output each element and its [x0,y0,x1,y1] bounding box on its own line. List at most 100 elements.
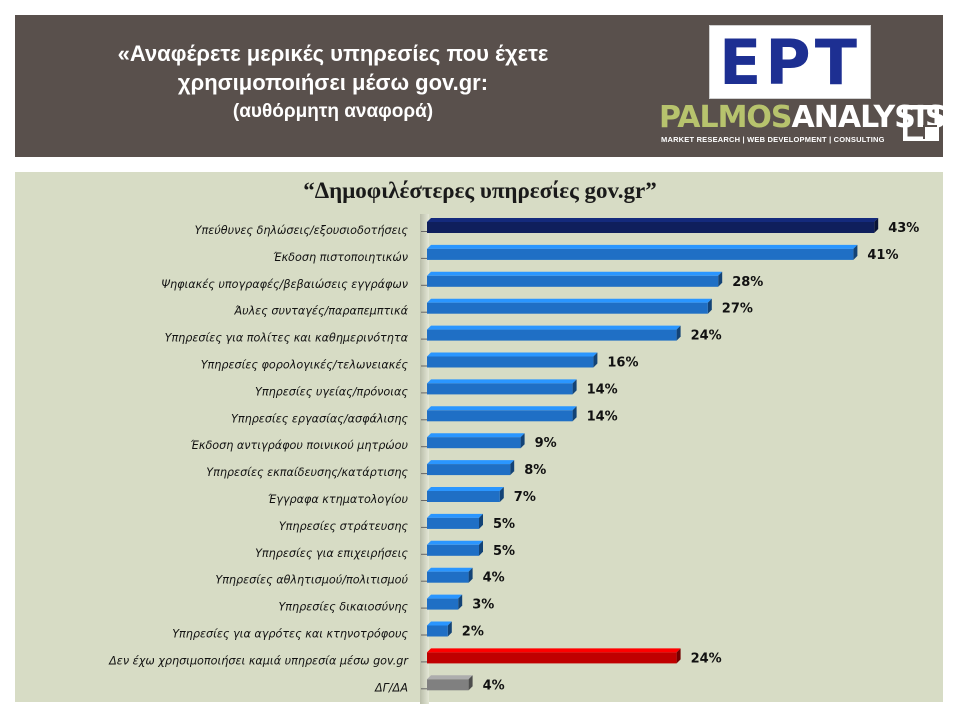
bar-top-face [427,244,858,249]
bar-top-face [427,567,473,572]
value-label: 24% [691,329,722,344]
bar-top-face [427,487,504,491]
bar [427,625,448,637]
bar-side-face [499,487,504,502]
category-label: Έκδοση αντιγράφου ποινικού μητρώου [190,439,408,452]
category-label: Υπηρεσίες αθλητισμού/πολιτισμού [215,574,408,587]
value-label: 41% [867,248,898,263]
bar-top-face [427,460,515,465]
ert-logo-text: ΕΡΤ [718,26,862,99]
bar-side-face [676,325,681,341]
bar-top-face [427,325,681,330]
category-label: Υπηρεσίες φορολογικές/τελωνειακές [201,359,409,372]
value-label: 4% [483,571,505,586]
bar-top-face [427,406,577,411]
chart-title: “Δημοφιλέστερες υπηρεσίες gov.gr” [303,178,657,203]
bar-side-face [707,298,712,314]
value-label: 16% [607,356,638,371]
bar-side-face [676,648,681,664]
palmos-square-icon [903,105,939,141]
category-label: Υπηρεσίες για αγρότες και κτηνοτρόφους [172,628,408,641]
value-label: 14% [587,409,618,424]
title-line-3: (αυθόρμητη αναφορά) [232,101,434,122]
bar [427,410,573,422]
category-label: Έγγραφα κτηματολογίου [268,493,409,506]
category-label: Υπηρεσίες δικαιοσύνης [278,601,408,614]
bar-side-face [520,433,525,449]
bar [427,302,708,314]
value-label: 27% [722,302,753,317]
bar-side-face [468,567,473,583]
value-label: 5% [493,517,515,532]
bar-side-face [479,513,483,529]
bar-top-face [427,379,577,384]
value-label: 7% [514,490,536,505]
category-label: Υπηρεσίες εκπαίδευσης/κατάρτισης [206,466,408,479]
value-label: 4% [483,678,505,693]
title-line-1: «Αναφέρετε μερικές υπηρεσίες που έχετε [117,41,549,66]
bar-side-face [458,594,463,610]
bar-side-face [447,621,452,637]
palmos-analysis-logo: PALMOSANALYSIS MARKET RESEARCH | WEB DEV… [659,100,947,153]
category-label: Υπηρεσίες για πολίτες και καθημερινότητα [165,332,409,345]
category-label: Υπηρεσίες στράτευσης [279,520,409,533]
value-label: 28% [732,275,763,290]
bar-side-face [874,218,879,233]
value-label: 9% [535,436,557,451]
bar-top-face [427,271,723,276]
bar [427,248,854,260]
bar-side-face [468,675,473,691]
value-label: 14% [587,382,618,397]
bar-top-face [427,218,879,222]
category-label: ΔΓ/ΔΑ [374,681,408,694]
bar [427,679,469,691]
bar-top-face [427,594,463,599]
bar-side-face [593,352,598,368]
bar-side-face [572,379,577,395]
palmos-logo-part1: PALMOS [659,100,793,135]
value-label: 43% [888,221,919,236]
bar-top-face [427,513,483,518]
palmos-logo-tagline: MARKET RESEARCH | WEB DEVELOPMENT | CONS… [661,135,885,144]
bar-top-face [427,675,473,680]
bar-top-face [427,621,452,626]
header-banner: «Αναφέρετε μερικές υπηρεσίες που έχετε χ… [15,15,947,157]
bar-side-face [718,271,723,287]
bar [427,464,511,476]
value-label: 3% [472,598,494,613]
bar [427,329,677,341]
value-label: 8% [524,463,546,478]
bar [427,491,500,502]
bar-top-face [427,433,525,438]
bar-side-face [572,406,577,422]
bar [427,544,479,556]
category-label: Υπηρεσίες για επιχειρήσεις [255,547,408,560]
category-label: Άυλες συνταγές/παραπεμπτικά [233,305,408,318]
bar-side-face [853,244,858,260]
value-label: 24% [691,651,722,666]
bar [427,571,469,583]
bar-top-face [427,540,483,545]
bar-side-face [510,460,515,476]
category-label: Ψηφιακές υπογραφές/βεβαιώσεις εγγράφων [161,278,408,291]
bar [427,275,719,287]
category-label: Έκδοση πιστοποιητικών [273,251,408,264]
value-label: 2% [462,625,484,640]
bar-top-face [427,352,598,357]
ert-logo: ΕΡΤ [709,25,871,99]
bar [427,437,521,449]
bar [427,356,594,368]
bar [427,222,875,233]
bar [427,652,677,664]
bar [427,598,459,610]
bar-top-face [427,648,681,653]
title-line-2: χρησιμοποιήσει μέσω gov.gr: [177,70,489,95]
axis-wall [420,214,429,704]
bar [427,383,573,395]
bar-top-face [427,298,712,303]
category-label: Υπηρεσίες εργασίας/ασφάλισης [231,412,408,425]
bar-side-face [479,540,483,556]
bar [427,517,479,529]
value-label: 5% [493,544,515,559]
